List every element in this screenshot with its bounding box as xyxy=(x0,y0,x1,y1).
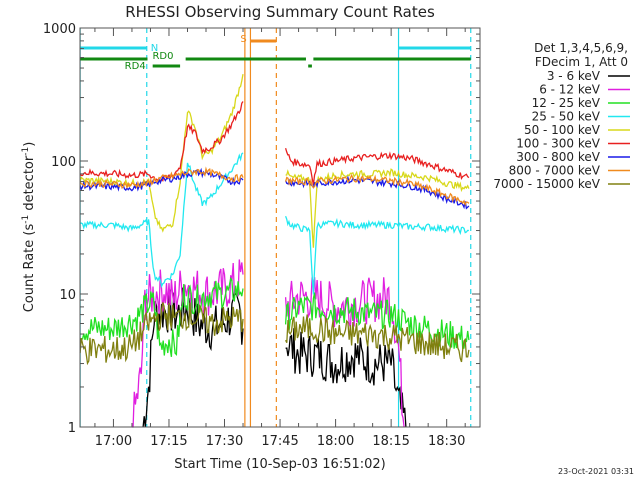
x-tick-label: 17:15 xyxy=(150,434,187,449)
timestamp: 23-Oct-2021 03:31 xyxy=(558,467,634,476)
flag-label: RD4 xyxy=(125,61,146,72)
x-tick-label: 18:00 xyxy=(317,434,354,449)
legend-header-line-1: Det 1,3,4,5,6,9, xyxy=(534,41,628,55)
series-line xyxy=(284,292,470,349)
series-line xyxy=(285,314,470,363)
series-line xyxy=(284,173,470,207)
y-axis-label-sup: -1 xyxy=(21,215,31,224)
legend: Det 1,3,4,5,6,9, FDecim 1, Att 0 3 - 6 k… xyxy=(493,41,630,191)
series-line xyxy=(284,148,470,186)
series-line xyxy=(285,328,407,428)
chart-title: RHESSI Observing Summary Count Rates xyxy=(125,3,435,21)
legend-entry-label: 25 - 50 keV xyxy=(532,110,601,124)
legend-entry-label: 50 - 100 keV xyxy=(524,123,601,137)
y-tick-label: 10 xyxy=(59,288,76,303)
flag-label: N xyxy=(151,43,158,54)
series-line xyxy=(79,166,244,190)
series-line xyxy=(79,73,244,233)
legend-entry-label: 6 - 12 keV xyxy=(539,83,601,97)
legend-entry-label: 100 - 300 keV xyxy=(516,137,600,151)
legend-entry-label: 7000 - 15000 keV xyxy=(493,177,600,191)
x-tick-label: 17:00 xyxy=(95,434,132,449)
x-tick-label: 18:15 xyxy=(372,434,409,449)
series-line xyxy=(284,215,469,295)
legend-entry-label: 800 - 7000 keV xyxy=(509,164,601,178)
legend-entry-label: 3 - 6 keV xyxy=(547,69,601,83)
y-axis-label-mid: detector xyxy=(22,155,37,215)
flag-layer: N S RD0 RD4 xyxy=(80,34,471,72)
y-axis-label-sup2: -1 xyxy=(21,147,31,156)
series-line xyxy=(79,167,244,192)
series-line xyxy=(285,168,470,248)
axis-layer: 17:00 17:15 17:30 17:45 18:00 18:15 18:30 1 10 10… xyxy=(43,22,480,449)
series-layer xyxy=(79,73,470,428)
y-axis-label-start: Count Rate (s xyxy=(22,224,37,313)
series-line xyxy=(79,152,244,289)
y-tick-label: 1 xyxy=(68,421,76,436)
y-tick-label: 100 xyxy=(51,155,76,170)
legend-entry-label: 12 - 25 keV xyxy=(532,96,601,110)
x-tick-label: 17:45 xyxy=(261,434,298,449)
x-tick-label: 18:30 xyxy=(428,434,465,449)
x-axis-label: Start Time (10-Sep-03 16:51:02) xyxy=(174,457,385,472)
series-line xyxy=(79,276,244,357)
series-line xyxy=(79,302,244,366)
y-axis-label-end: ) xyxy=(22,142,37,147)
legend-header-line-2: FDecim 1, Att 0 xyxy=(535,55,628,69)
y-axis-label: Count Rate (s-1 detector-1) xyxy=(21,142,37,313)
y-tick-label: 1000 xyxy=(43,22,76,37)
series-line xyxy=(131,259,244,428)
legend-entry-label: 300 - 800 keV xyxy=(516,150,600,164)
flag-label: RD0 xyxy=(152,51,173,62)
x-tick-label: 17:30 xyxy=(206,434,243,449)
flag-label: S xyxy=(240,34,246,45)
